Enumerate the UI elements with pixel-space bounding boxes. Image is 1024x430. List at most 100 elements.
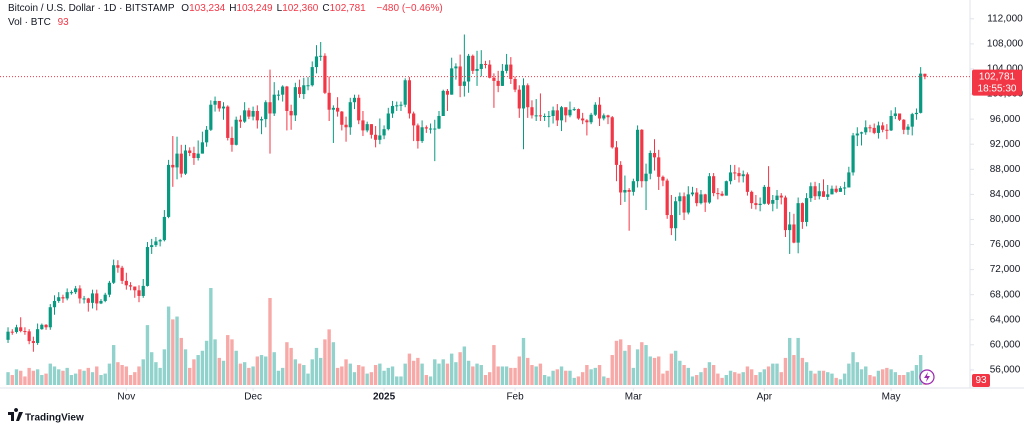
- volume-bar: [192, 359, 196, 385]
- volume-bar: [580, 372, 585, 385]
- candle-body: [678, 196, 682, 202]
- volume-bar: [568, 370, 572, 385]
- candle-body: [255, 110, 259, 121]
- x-tick-label: Nov: [117, 392, 135, 403]
- volume-bar: [872, 376, 876, 385]
- volume-bar: [428, 376, 433, 385]
- candle-body: [335, 107, 340, 112]
- candle-body: [137, 290, 141, 296]
- volume-bar: [188, 367, 192, 385]
- candle-body: [475, 68, 479, 71]
- volume-bar: [918, 355, 923, 385]
- volume-bar: [610, 355, 614, 385]
- volume-bar: [597, 365, 602, 385]
- candle-body: [259, 119, 264, 121]
- volume-bar: [720, 377, 724, 385]
- volume-bar: [564, 370, 568, 385]
- volume-bar: [230, 339, 234, 385]
- candle-body: [505, 64, 509, 71]
- ohlc-key: H: [229, 3, 237, 14]
- candle-body: [864, 127, 868, 133]
- candle-body: [458, 66, 462, 86]
- candle-body: [297, 87, 302, 95]
- candle-body: [496, 80, 500, 86]
- candle-body: [188, 150, 192, 153]
- candle-body: [564, 107, 568, 116]
- candle-body: [133, 286, 137, 291]
- volume-bar: [200, 350, 205, 385]
- candle-body: [272, 94, 276, 114]
- candle-body: [302, 85, 306, 95]
- volume-bar: [838, 379, 843, 385]
- volume-bar: [686, 367, 690, 385]
- volume-bar: [462, 346, 467, 385]
- candle-body: [150, 245, 154, 248]
- candle-body: [14, 327, 19, 332]
- volume-bar: [416, 357, 420, 385]
- candle-body: [183, 150, 188, 174]
- candle-body: [526, 85, 530, 108]
- volume-bar: [145, 325, 150, 385]
- volume-bar: [551, 370, 555, 385]
- price-tag: [972, 69, 1022, 96]
- candle-body: [327, 92, 331, 110]
- candle-body: [23, 331, 27, 333]
- candle-body: [264, 102, 268, 120]
- volume-bar: [741, 372, 745, 385]
- volume-bar: [809, 370, 813, 385]
- candle-body: [581, 118, 585, 121]
- volume-bar: [111, 345, 116, 385]
- volume-bar: [576, 376, 581, 385]
- volume-bar: [644, 345, 648, 385]
- volume-bar: [834, 377, 838, 385]
- candle-body: [145, 247, 150, 286]
- candle-body: [192, 152, 196, 158]
- candle-body: [640, 129, 644, 182]
- candle-body: [479, 63, 483, 69]
- volume-bar: [373, 365, 378, 385]
- candle-body: [712, 176, 716, 194]
- volume-bar: [357, 365, 361, 385]
- candle-body: [872, 127, 876, 133]
- volume-bar: [179, 337, 183, 385]
- candle-body: [830, 188, 834, 195]
- volume-bar: [787, 337, 792, 385]
- volume-bar: [771, 363, 775, 385]
- volume-bar: [466, 360, 471, 385]
- candle-body: [716, 193, 720, 195]
- volume-bar: [217, 357, 221, 385]
- y-tick-label: 76,000: [990, 239, 1021, 250]
- volume-bar: [627, 345, 631, 385]
- volume-bar: [902, 375, 906, 385]
- ohlc-key: C: [322, 3, 330, 14]
- candle-body: [466, 55, 471, 82]
- candle-body: [847, 172, 851, 188]
- candle-body: [99, 300, 103, 304]
- candle-body: [775, 195, 779, 201]
- volume-bar: [521, 337, 526, 385]
- volume-bar: [361, 366, 365, 385]
- candle-body: [171, 164, 175, 168]
- volume-bar: [876, 370, 881, 385]
- candle-body: [923, 73, 927, 77]
- candle-body: [750, 191, 754, 204]
- volume-bar: [728, 370, 733, 385]
- y-tick-label: 84,000: [990, 189, 1021, 200]
- candle-body: [699, 194, 703, 204]
- candle-body: [902, 119, 906, 130]
- candle-body: [614, 147, 619, 165]
- volume-bar: [276, 370, 281, 385]
- volume-bar: [352, 372, 357, 385]
- candle-body: [859, 132, 864, 134]
- volume-bar: [855, 362, 859, 385]
- volume-bar: [171, 319, 175, 385]
- volume-bar: [327, 329, 331, 385]
- volume-bar: [914, 365, 919, 385]
- candle-body: [441, 90, 445, 116]
- volume-bar: [90, 372, 95, 385]
- volume-bar: [107, 363, 112, 385]
- volume-bar: [885, 367, 889, 385]
- candle-body: [897, 113, 902, 120]
- volume-bar: [923, 383, 927, 385]
